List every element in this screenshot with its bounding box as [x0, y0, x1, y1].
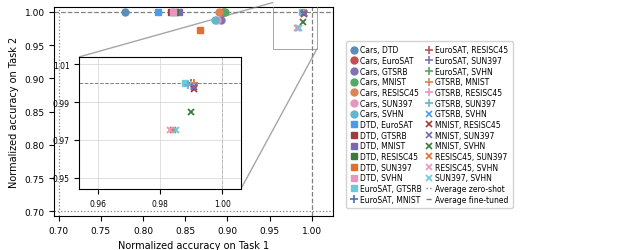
Bar: [273, 4, 317, 50]
X-axis label: Normalized accuracy on Task 1: Normalized accuracy on Task 1: [118, 240, 269, 250]
Y-axis label: Normalized accuracy on Task 2: Normalized accuracy on Task 2: [9, 36, 19, 187]
Legend: Cars, DTD, Cars, EuroSAT, Cars, GTSRB, Cars, MNIST, Cars, RESISC45, Cars, SUN397: Cars, DTD, Cars, EuroSAT, Cars, GTSRB, C…: [346, 42, 513, 208]
